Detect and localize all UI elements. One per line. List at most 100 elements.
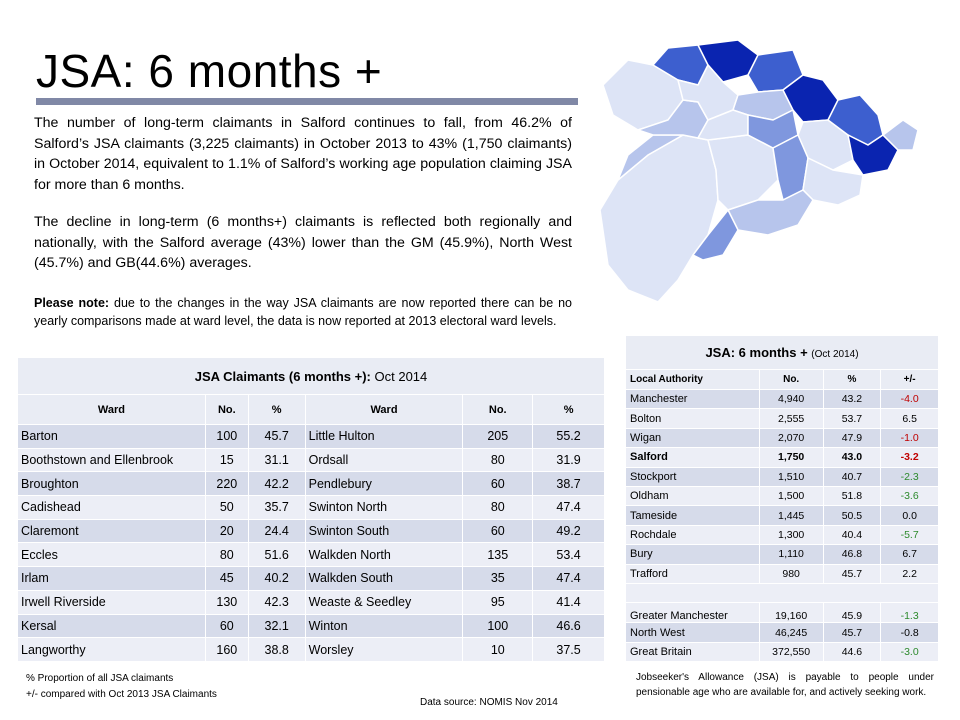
la-table-row: Great Britain 372,550 44.6 -3.0: [625, 641, 939, 663]
ward-header-no-2: No.: [462, 394, 534, 425]
ward-percent: 37.5: [532, 637, 605, 662]
la-table-row: Manchester 4,940 43.2 -4.0: [625, 388, 939, 410]
la-change: -0.8: [880, 622, 939, 643]
map-ward-winton: [726, 189, 814, 236]
ward-percent: 51.6: [247, 542, 306, 568]
summary-paragraph-1: The number of long-term claimants in Sal…: [34, 115, 572, 193]
la-percent: 43.2: [822, 388, 882, 410]
ward-percent: 31.9: [532, 447, 605, 473]
la-table-row: Bolton 2,555 53.7 6.5: [625, 408, 939, 429]
ward-table-row: Eccles 80 51.6 Walkden North 135 53.4: [17, 542, 605, 568]
ward-count: 100: [462, 613, 534, 639]
note-label: Please note:: [34, 296, 110, 310]
la-table-row: Salford 1,750 43.0 -3.2: [625, 447, 939, 468]
la-table-row: North West 46,245 45.7 -0.8: [625, 622, 939, 643]
la-change: 6.5: [880, 408, 939, 429]
ward-name: Winton: [304, 613, 464, 639]
ward-table-row: Barton 100 45.7 Little Hulton 205 55.2: [17, 424, 605, 449]
la-change: -2.3: [880, 466, 939, 487]
la-percent: 43.0: [822, 447, 882, 468]
la-header-no: No.: [758, 369, 824, 390]
ward-table-row: Broughton 220 42.2 Pendlebury 60 38.7: [17, 471, 605, 497]
la-table-row: Tameside 1,445 50.5 0.0: [625, 505, 939, 526]
la-change: -3.0: [880, 641, 939, 663]
la-name: Oldham: [625, 485, 760, 507]
la-count: 1,300: [758, 524, 824, 546]
ward-percent: 47.4: [532, 566, 605, 591]
la-table-row: Oldham 1,500 51.8 -3.6: [625, 485, 939, 507]
ward-name: Irlam: [17, 566, 206, 591]
ward-count: 100: [204, 424, 249, 449]
la-percent: 45.7: [822, 622, 882, 643]
la-table-row: Greater Manchester 19,160 45.9 -1.3: [625, 601, 939, 624]
ward-count: 60: [462, 518, 534, 544]
ward-table-row: Claremont 20 24.4 Swinton South 60 49.2: [17, 518, 605, 544]
map-ward-langworthy: [846, 133, 899, 176]
ward-header-ward-2: Ward: [304, 394, 464, 425]
ward-percent: 35.7: [247, 495, 306, 520]
ward-count: 95: [462, 589, 534, 615]
ward-count: 45: [204, 566, 249, 591]
ward-percent: 38.7: [532, 471, 605, 497]
la-name: Salford: [625, 447, 760, 468]
la-count: 1,110: [758, 544, 824, 565]
ward-count: 10: [462, 637, 534, 662]
ward-table-row: Cadishead 50 35.7 Swinton North 80 47.4: [17, 495, 605, 520]
data-source: Data source: NOMIS Nov 2014: [420, 697, 558, 708]
ward-table-title: JSA Claimants (6 months +): Oct 2014: [17, 357, 605, 395]
la-name: Greater Manchester: [625, 601, 760, 624]
la-name: Wigan: [625, 427, 760, 449]
salford-ward-map: [599, 40, 919, 303]
la-count: 46,245: [758, 622, 824, 643]
ward-header-pct-2: %: [532, 394, 605, 425]
map-ward-south: [691, 208, 739, 261]
summary-paragraph-2: The decline in long-term (6 months+) cla…: [34, 214, 572, 271]
la-name: Trafford: [625, 563, 760, 584]
ward-name: Pendlebury: [304, 471, 464, 497]
ward-name: Weaste & Seedley: [304, 589, 464, 615]
ward-name: Claremont: [17, 518, 206, 544]
ward-name: Swinton North: [304, 495, 464, 520]
ward-count: 60: [204, 613, 249, 639]
la-percent: 45.7: [822, 563, 882, 584]
la-count: 980: [758, 563, 824, 584]
la-count: 19,160: [758, 601, 824, 624]
la-percent: 53.7: [822, 408, 882, 429]
ward-count: 35: [462, 566, 534, 591]
la-table-row: Rochdale 1,300 40.4 -5.7: [625, 524, 939, 546]
ward-percent: 45.7: [247, 424, 306, 449]
ward-percent: 38.8: [247, 637, 306, 662]
ward-name: Barton: [17, 424, 206, 449]
la-count: 1,445: [758, 505, 824, 526]
la-count: 1,750: [758, 447, 824, 468]
la-header-change: +/-: [880, 369, 939, 390]
footnote-change: +/- compared with Oct 2013 JSA Claimants: [26, 689, 217, 700]
ward-percent: 46.6: [532, 613, 605, 639]
ward-count: 205: [462, 424, 534, 449]
map-ward-ordsall: [881, 119, 919, 151]
ward-name: Kersal: [17, 613, 206, 639]
la-name: Great Britain: [625, 641, 760, 663]
ward-percent: 55.2: [532, 424, 605, 449]
note-text: due to the changes in the way JSA claima…: [34, 296, 573, 328]
la-percent: 46.8: [822, 544, 882, 565]
ward-table-row: Boothstown and Ellenbrook 15 31.1 Ordsall 80…: [17, 447, 605, 473]
ward-count: 130: [204, 589, 249, 615]
la-table-row: Bury 1,110 46.8 6.7: [625, 544, 939, 565]
ward-count: 80: [204, 542, 249, 568]
la-count: 1,500: [758, 485, 824, 507]
la-name: North West: [625, 622, 760, 643]
page-title: JSA: 6 months +: [36, 45, 383, 97]
la-percent: 51.8: [822, 485, 882, 507]
ward-count: 135: [462, 542, 534, 568]
footnote-percentage: % Proportion of all JSA claimants: [26, 673, 174, 684]
ward-count: 80: [462, 447, 534, 473]
la-percent: 44.6: [822, 641, 882, 663]
ward-name: Irwell Riverside: [17, 589, 206, 615]
ward-table-row: Kersal 60 32.1 Winton 100 46.6: [17, 613, 605, 639]
la-change: 2.2: [880, 563, 939, 584]
la-table-spacer: [625, 582, 939, 603]
la-change: -4.0: [880, 388, 939, 410]
la-percent: 45.9: [822, 601, 882, 624]
la-change: -3.6: [880, 485, 939, 507]
